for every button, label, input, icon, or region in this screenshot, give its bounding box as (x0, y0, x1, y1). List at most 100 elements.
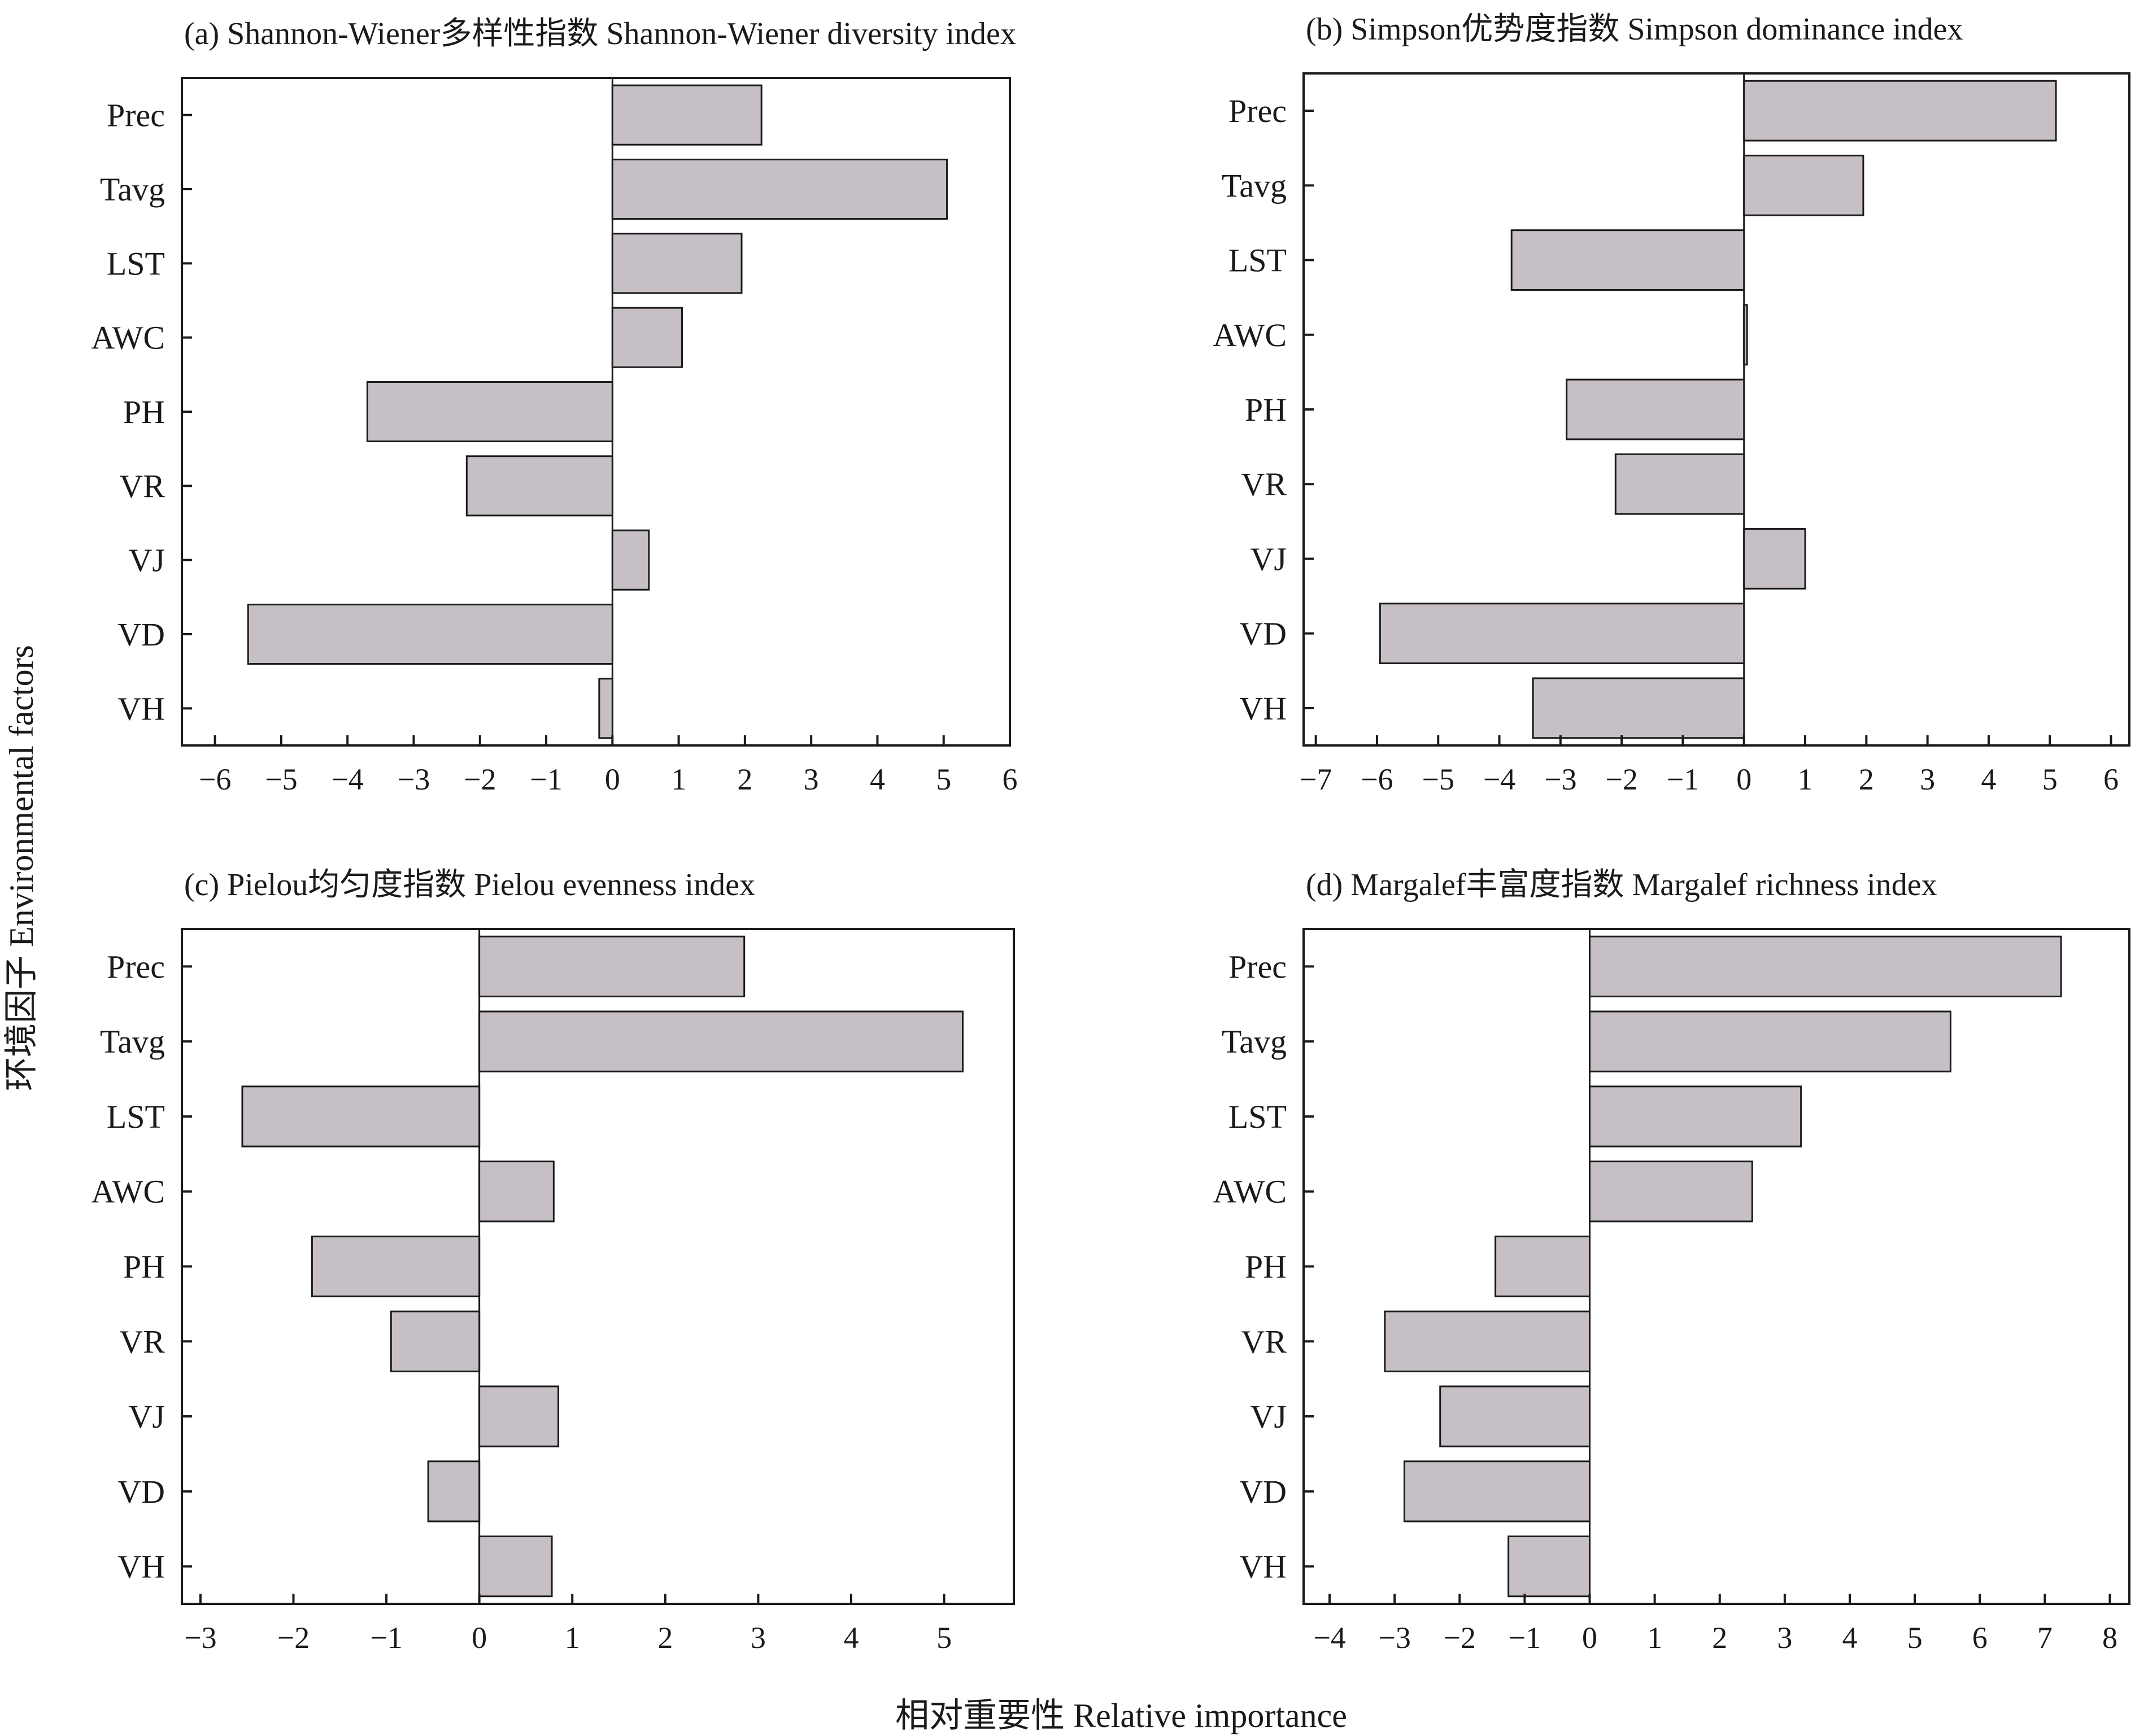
panel-a-category-label: LST (107, 245, 165, 282)
panel-d-category-label: Prec (1228, 948, 1287, 985)
panel-a-x-tick-label: 1 (671, 762, 686, 796)
panel-b-category-label: VJ (1250, 540, 1287, 577)
panel-d-category-label: AWC (1213, 1174, 1287, 1210)
panel-b-x-tick-label: 1 (1798, 762, 1813, 796)
panel-a-x-tick-label: −5 (265, 762, 297, 796)
panel-d-bar-prec (1589, 935, 2062, 998)
panel-a-bar-vd (247, 603, 613, 665)
panel-d-x-tick-label: 6 (1972, 1621, 1988, 1655)
panel-d-category-label: Tavg (1222, 1023, 1287, 1060)
panel-c-category-label: VH (117, 1549, 165, 1585)
panel-d-x-tick-label: −3 (1378, 1621, 1410, 1655)
panel-b-x-tick-label: −5 (1422, 762, 1454, 796)
panel-a-x-tick-label: −3 (398, 762, 430, 796)
panel-b-x-tick-label: −3 (1544, 762, 1576, 796)
panel-b-bar-vj (1743, 528, 1806, 590)
panel-c-category-label: Tavg (100, 1023, 165, 1060)
panel-b-x-tick-label: −6 (1361, 762, 1393, 796)
panel-d-x-tick-label: −4 (1313, 1621, 1345, 1655)
panel-d-bar-ph (1494, 1235, 1591, 1298)
panel-c-x-tick-label: −3 (184, 1621, 216, 1655)
panel-d-category-label: VJ (1250, 1398, 1287, 1435)
panel-b-x-tick-label: 5 (2042, 762, 2058, 796)
panel-c-category-label: AWC (91, 1174, 165, 1210)
panel-d-bar-tavg (1589, 1010, 1951, 1072)
panel-c-category-label: VJ (129, 1398, 165, 1435)
panel-c-x-tick-label: −1 (370, 1621, 402, 1655)
panel-d-x-tick-label: −1 (1509, 1621, 1541, 1655)
panel-a-category-label: VR (119, 468, 165, 504)
panel-c-bar-tavg (478, 1010, 964, 1072)
panel-b-bar-lst (1510, 229, 1745, 291)
panel-a-x-tick-label: 5 (936, 762, 951, 796)
panel-a-x-tick-label: −6 (199, 762, 231, 796)
panel-c-category-label: Prec (107, 948, 165, 985)
panel-b-category-label: VR (1241, 466, 1287, 503)
panels: (a) Shannon-Wiener多样性指数 Shannon-Wiener d… (91, 12, 2130, 1655)
panel-b-category-label: Tavg (1222, 167, 1287, 204)
panel-d-x-tick-label: 8 (2102, 1621, 2117, 1655)
panel-d-category-label: LST (1228, 1098, 1287, 1135)
panel-d-x-tick-label: 0 (1582, 1621, 1597, 1655)
panel-c-x-tick-label: 1 (565, 1621, 580, 1655)
panel-a-title: (a) Shannon-Wiener多样性指数 Shannon-Wiener d… (184, 16, 1016, 51)
panel-a-x-tick-label: 0 (605, 762, 620, 796)
panel-c-category-label: PH (123, 1249, 165, 1285)
panel-b-category-label: Prec (1228, 93, 1287, 129)
panel-d-category-label: VD (1239, 1473, 1287, 1510)
panel-c-bar-lst (241, 1085, 481, 1148)
panel-a-x-tick-label: −2 (464, 762, 496, 796)
panel-b-category-label: AWC (1213, 317, 1287, 354)
panel-d-category-label: PH (1245, 1249, 1287, 1285)
panel-c-bar-ph (311, 1235, 481, 1298)
panel-d-title: (d) Margalef丰富度指数 Margalef richness inde… (1306, 867, 1937, 902)
panel-c-x-tick-label: 0 (472, 1621, 487, 1655)
panel-a-bar-tavg (611, 158, 948, 220)
panel-c-title: (c) Pielou均匀度指数 Pielou evenness index (184, 867, 755, 902)
panel-a-x-tick-label: −1 (530, 762, 562, 796)
panel-c-category-label: VD (117, 1473, 165, 1510)
panel-c-category-label: LST (107, 1098, 165, 1135)
panel-a: (a) Shannon-Wiener多样性指数 Shannon-Wiener d… (91, 16, 1017, 796)
panel-b-bar-prec (1743, 80, 2057, 142)
panel-b-x-tick-label: −4 (1483, 762, 1515, 796)
panel-d: (d) Margalef丰富度指数 Margalef richness inde… (1213, 867, 2130, 1655)
panel-d-x-tick-label: 4 (1842, 1621, 1857, 1655)
panel-a-bar-awc (611, 307, 683, 368)
panel-b-x-tick-label: 6 (2103, 762, 2119, 796)
panel-d-x-tick-label: 2 (1712, 1621, 1727, 1655)
panel-d-x-tick-label: 3 (1777, 1621, 1792, 1655)
panel-c-x-tick-label: 3 (751, 1621, 766, 1655)
panel-b-x-tick-label: 0 (1736, 762, 1751, 796)
panel-d-bar-vr (1384, 1310, 1591, 1372)
panel-c-x-tick-label: 4 (843, 1621, 859, 1655)
panel-b-x-tick-label: 4 (1981, 762, 1996, 796)
panel-b-x-tick-label: 3 (1920, 762, 1935, 796)
panel-d-bar-lst (1589, 1085, 1802, 1148)
panel-b-x-tick-label: −1 (1667, 762, 1699, 796)
panel-a-bar-lst (611, 233, 743, 294)
panel-c-bar-vh (478, 1536, 553, 1598)
panel-d-x-tick-label: 1 (1647, 1621, 1662, 1655)
panel-b-category-label: VD (1239, 616, 1287, 652)
panel-d-category-label: VH (1239, 1549, 1287, 1585)
panel-a-x-tick-label: 2 (737, 762, 752, 796)
panel-d-x-tick-label: 7 (2037, 1621, 2053, 1655)
panel-a-category-label: PH (123, 394, 165, 430)
panel-b-bar-vh (1532, 677, 1745, 739)
panel-d-x-tick-label: −2 (1444, 1621, 1476, 1655)
panel-c-bar-vj (478, 1385, 560, 1447)
panel-d-bar-vj (1439, 1385, 1591, 1447)
panel-d-bar-awc (1589, 1161, 1753, 1223)
panel-b-bar-awc (1743, 304, 1748, 366)
x-axis-title: 相对重要性 Relative importance (895, 1697, 1347, 1734)
panel-a-bar-ph (366, 381, 613, 443)
panel-b-category-label: LST (1228, 242, 1287, 279)
panel-b-x-tick-label: −7 (1300, 762, 1332, 796)
panel-c-bar-vr (390, 1310, 481, 1372)
panel-a-x-tick-label: 4 (870, 762, 885, 796)
panel-c: (c) Pielou均匀度指数 Pielou evenness index Pre… (91, 867, 1015, 1655)
panel-d-x-tick-label: 5 (1907, 1621, 1923, 1655)
panel-c-bar-prec (478, 935, 746, 998)
